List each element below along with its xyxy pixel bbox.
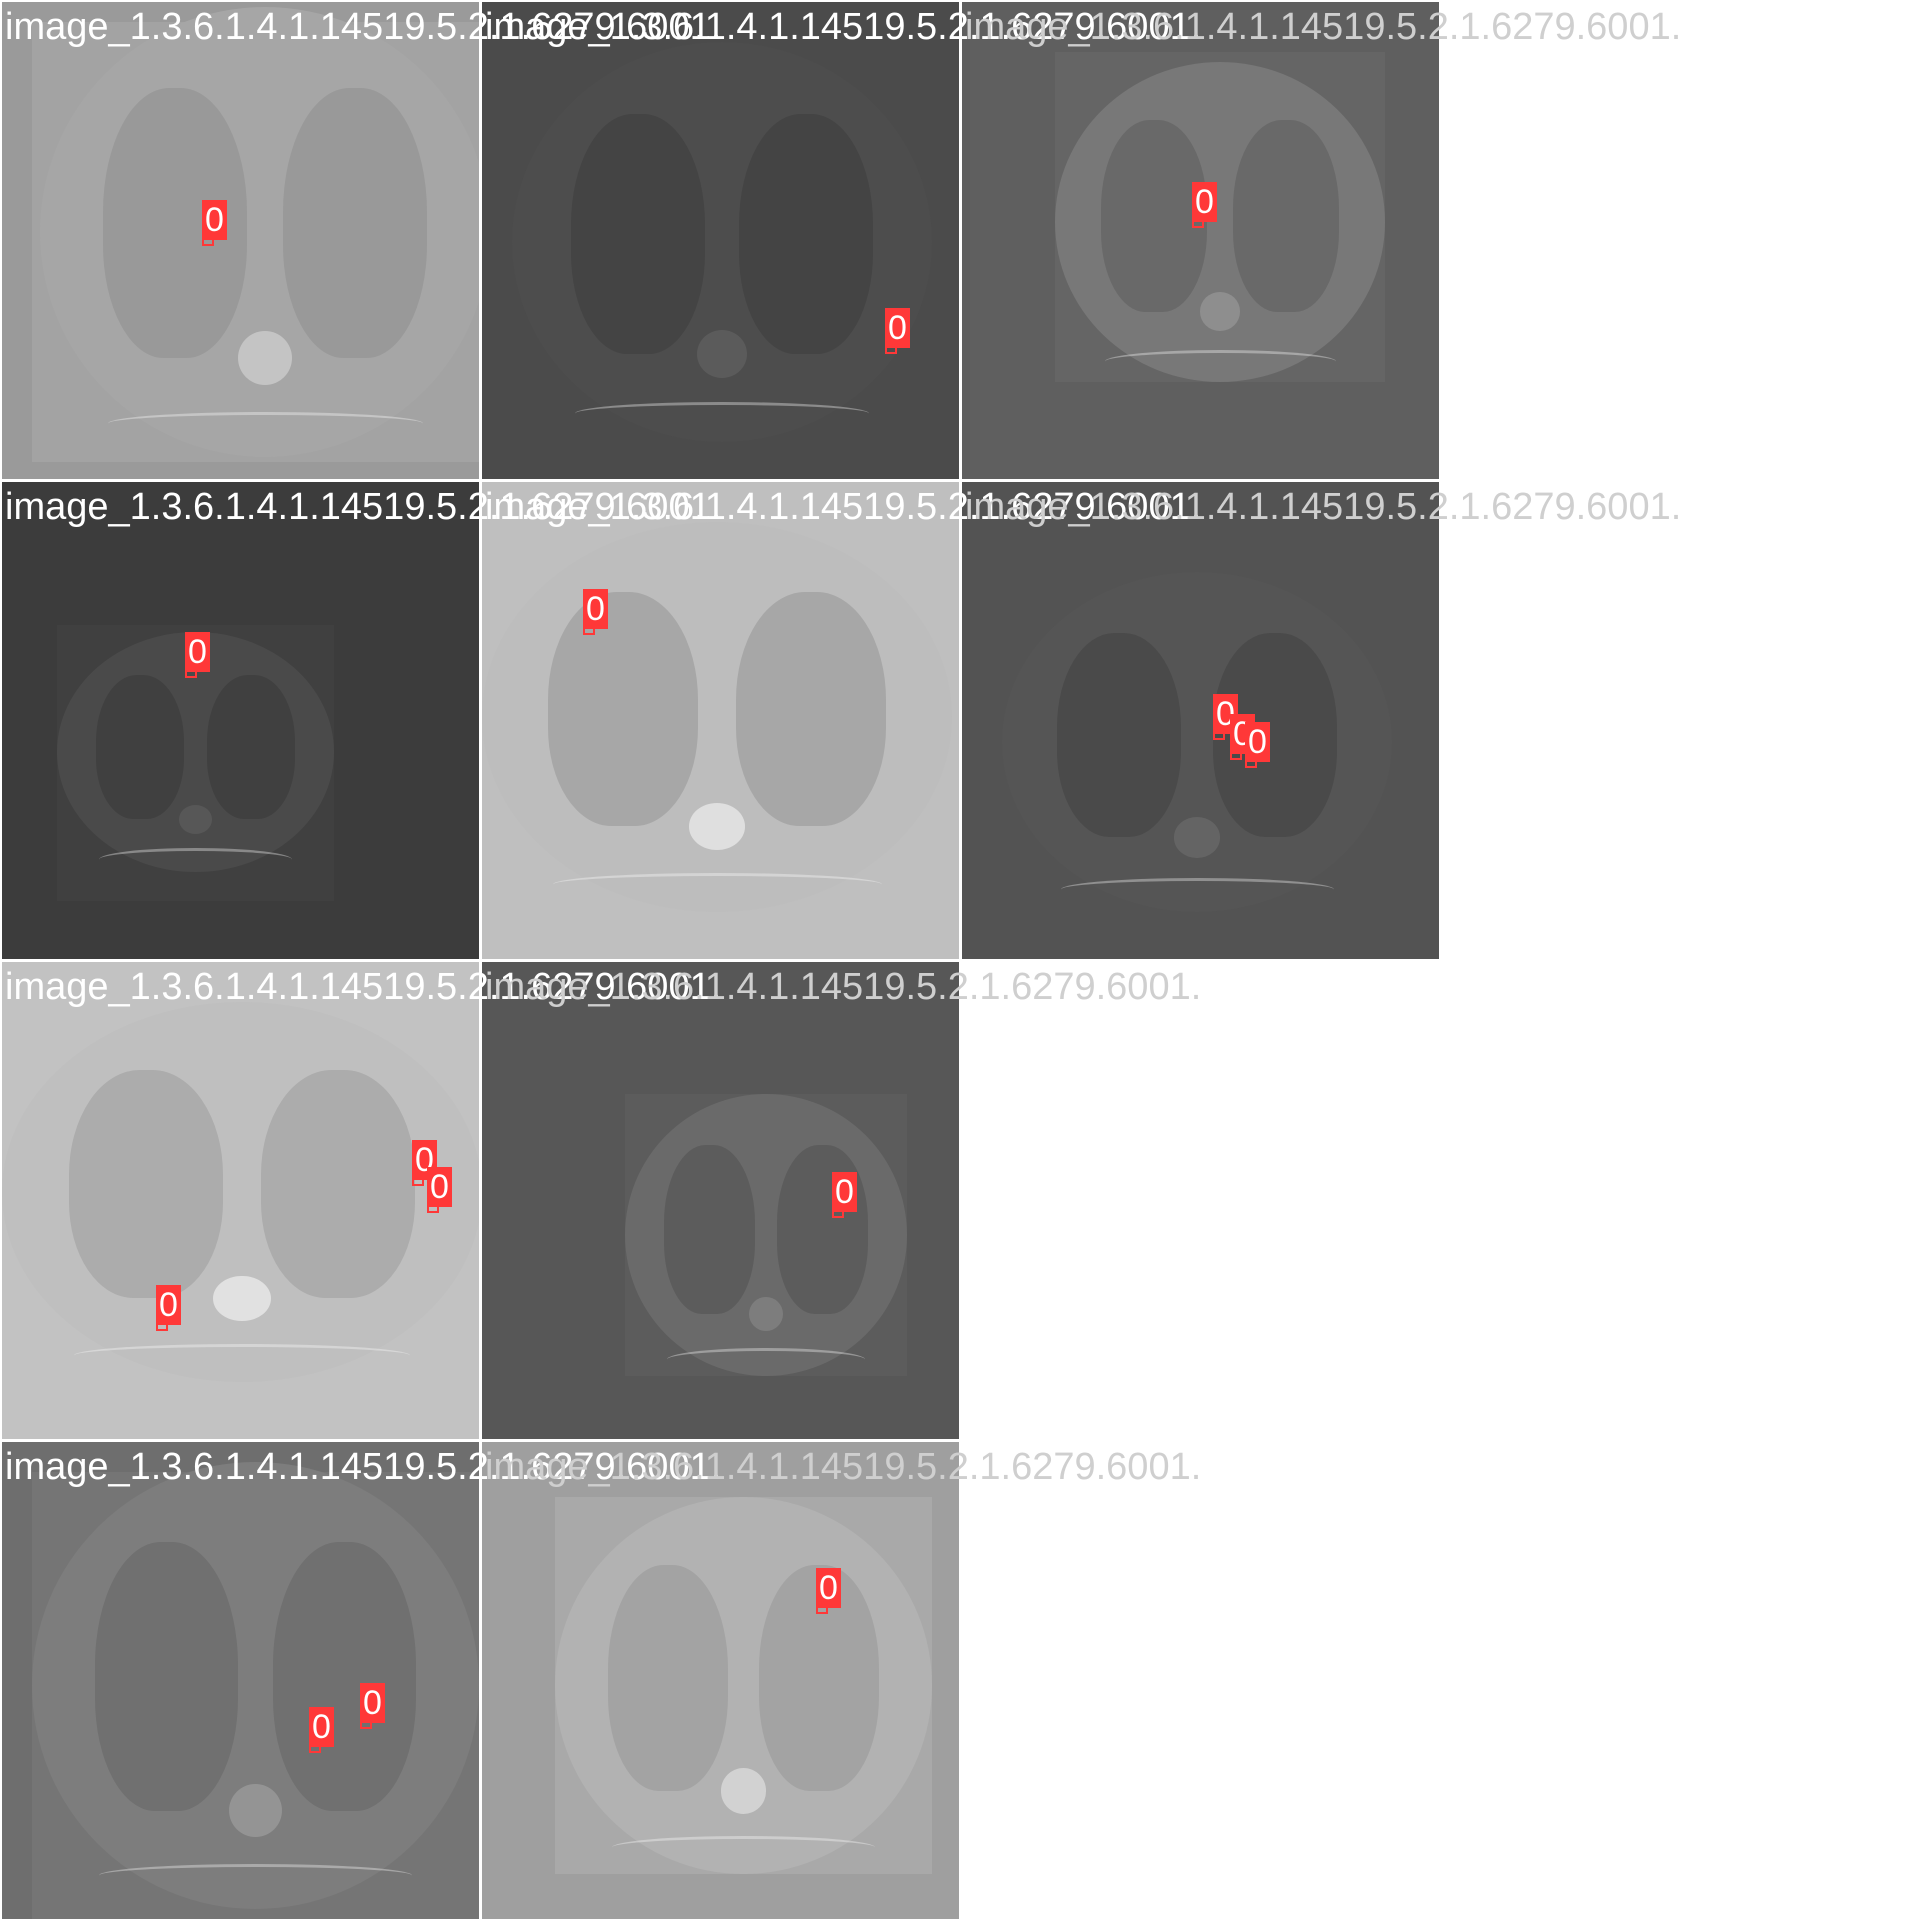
detection-label: 0 <box>360 1683 385 1723</box>
detection-label: 0 <box>832 1172 857 1212</box>
right-lung <box>664 1144 755 1314</box>
detection-label: 0 <box>156 1285 181 1325</box>
scanner-table <box>552 873 882 896</box>
left-lung <box>273 1542 417 1811</box>
right-lung <box>570 114 706 354</box>
ct-scan-tile: 0 <box>482 482 959 959</box>
scanner-table <box>98 848 293 871</box>
right-lung <box>95 675 185 820</box>
left-lung <box>261 1070 415 1299</box>
vertebra <box>1200 292 1240 331</box>
vertebra <box>696 330 748 378</box>
detection-label: 0 <box>1245 722 1270 762</box>
right-lung <box>1056 633 1182 838</box>
scanner-table <box>1060 878 1334 901</box>
detection-label: 0 <box>885 308 910 348</box>
vertebra <box>228 1783 283 1838</box>
right-lung <box>69 1070 223 1299</box>
vertebra <box>720 1768 767 1814</box>
left-lung <box>1233 119 1339 312</box>
scanner-table <box>1104 350 1336 373</box>
vertebra <box>688 802 746 850</box>
scanner-table <box>74 1344 410 1367</box>
scanner-table <box>611 1836 876 1859</box>
ct-scan-tile: 0 <box>2 482 479 959</box>
vertebra <box>213 1275 271 1322</box>
ct-scan-tile: 0 <box>482 2 959 479</box>
ct-scan-tile: 0 <box>482 1442 959 1919</box>
left-lung <box>206 675 296 820</box>
ct-scan-tile: 0 <box>482 962 959 1439</box>
scanner-table <box>99 1864 412 1887</box>
scanner-table <box>575 402 869 425</box>
detection-label: 0 <box>202 200 227 240</box>
detection-label: 0 <box>583 589 608 629</box>
detection-label: 0 <box>816 1568 841 1608</box>
detection-label: 0 <box>309 1707 334 1747</box>
detection-label: 0 <box>1192 182 1217 222</box>
detection-label: 0 <box>185 632 210 672</box>
detection-label: 0 <box>427 1167 452 1207</box>
ct-scan-tile: 0 <box>2 2 479 479</box>
right-lung <box>94 1542 238 1811</box>
ct-scan-tile: 0 <box>962 2 1439 479</box>
right-lung <box>1101 119 1207 312</box>
left-lung <box>283 88 427 358</box>
right-lung <box>607 1564 729 1792</box>
right-lung <box>547 592 699 827</box>
vertebra <box>178 804 213 834</box>
scanner-table <box>667 1347 865 1371</box>
left-lung <box>738 114 874 354</box>
vertebra <box>1173 816 1221 858</box>
left-lung <box>735 592 887 827</box>
left-lung <box>777 1144 868 1314</box>
scanner-table <box>107 412 423 435</box>
vertebra <box>749 1297 783 1331</box>
vertebra <box>238 331 292 385</box>
